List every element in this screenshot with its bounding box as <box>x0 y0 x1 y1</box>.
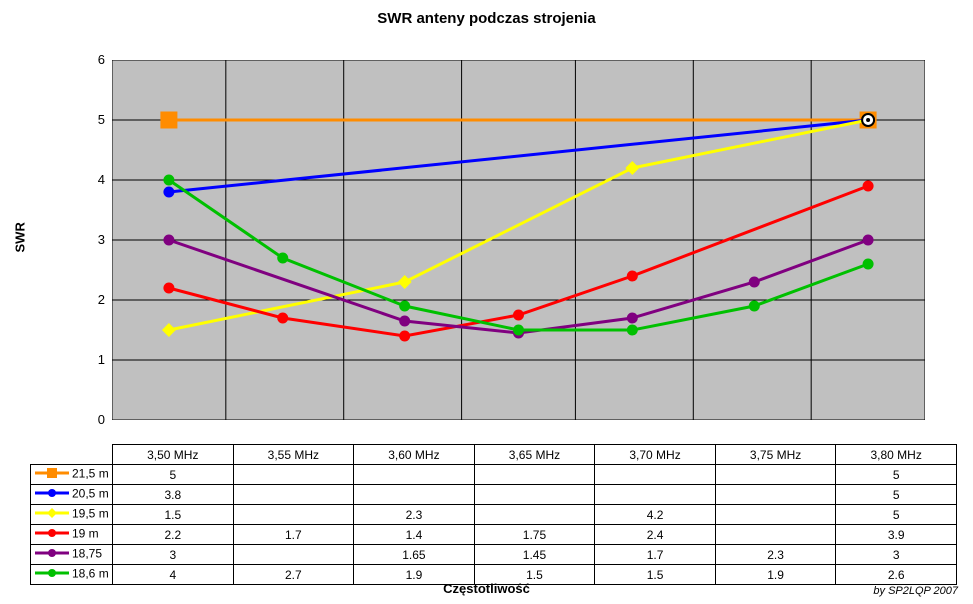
table-row: 18,7531.651.451.72.33 <box>31 545 957 565</box>
data-cell <box>474 485 595 505</box>
data-cell: 1.9 <box>354 565 475 585</box>
data-cell: 1.5 <box>474 565 595 585</box>
data-cell <box>233 465 354 485</box>
data-cell: 1.75 <box>474 525 595 545</box>
x-tick-label: 3,60 MHz <box>354 445 475 465</box>
swr-line-chart <box>112 60 925 420</box>
data-cell: 1.5 <box>595 565 716 585</box>
data-cell: 1.45 <box>474 545 595 565</box>
data-cell: 1.65 <box>354 545 475 565</box>
data-cell: 1.4 <box>354 525 475 545</box>
data-cell: 1.7 <box>233 525 354 545</box>
data-cell <box>715 525 836 545</box>
data-cell: 1.7 <box>595 545 716 565</box>
data-cell: 2.6 <box>836 565 957 585</box>
data-cell: 4 <box>113 565 234 585</box>
x-tick-label: 3,75 MHz <box>715 445 836 465</box>
legend-cell: 18,6 m <box>31 565 113 585</box>
series-name: 18,6 m <box>72 567 109 581</box>
data-cell: 2.2 <box>113 525 234 545</box>
series-name: 19,5 m <box>72 507 109 521</box>
data-cell: 5 <box>113 465 234 485</box>
data-cell: 1.5 <box>113 505 234 525</box>
data-cell <box>474 465 595 485</box>
data-cell <box>715 485 836 505</box>
legend-cell: 19,5 m <box>31 505 113 525</box>
data-cell <box>354 485 475 505</box>
y-tick-label: 0 <box>65 412 105 427</box>
data-cell: 2.7 <box>233 565 354 585</box>
table-row: 20,5 m 3.8 5 <box>31 485 957 505</box>
legend-cell: 20,5 m <box>31 485 113 505</box>
legend-cell: 21,5 m <box>31 465 113 485</box>
x-tick-label: 3,70 MHz <box>595 445 716 465</box>
data-cell: 4.2 <box>595 505 716 525</box>
data-cell <box>595 465 716 485</box>
data-cell <box>233 545 354 565</box>
credit-text: by SP2LQP 2007 <box>873 585 958 597</box>
series-name: 18,75 <box>72 547 102 561</box>
table-row: 21,5 m 5 5 <box>31 465 957 485</box>
y-tick-label: 2 <box>65 292 105 307</box>
series-name: 19 m <box>72 527 99 541</box>
y-tick-label: 1 <box>65 352 105 367</box>
data-cell: 3.8 <box>113 485 234 505</box>
data-cell: 5 <box>836 485 957 505</box>
x-axis-labels-row: 3,50 MHz3,55 MHz3,60 MHz3,65 MHz3,70 MHz… <box>31 445 957 465</box>
x-tick-label: 3,80 MHz <box>836 445 957 465</box>
legend-cell: 19 m <box>31 525 113 545</box>
data-cell: 5 <box>836 465 957 485</box>
data-cell: 3 <box>113 545 234 565</box>
data-cell <box>474 505 595 525</box>
data-cell: 3 <box>836 545 957 565</box>
x-tick-label: 3,50 MHz <box>113 445 234 465</box>
data-cell: 2.3 <box>354 505 475 525</box>
data-cell: 2.3 <box>715 545 836 565</box>
data-cell <box>715 505 836 525</box>
series-name: 20,5 m <box>72 487 109 501</box>
y-axis-label: SWR <box>13 222 28 252</box>
series-name: 21,5 m <box>72 467 109 481</box>
data-cell: 5 <box>836 505 957 525</box>
data-cell <box>233 485 354 505</box>
data-cell: 1.9 <box>715 565 836 585</box>
x-tick-label: 3,55 MHz <box>233 445 354 465</box>
data-cell: 3.9 <box>836 525 957 545</box>
table-row: 19,5 m 1.5 2.3 4.2 5 <box>31 505 957 525</box>
data-cell <box>354 465 475 485</box>
data-cell <box>233 505 354 525</box>
chart-title: SWR anteny podczas strojenia <box>0 10 973 27</box>
y-tick-label: 5 <box>65 112 105 127</box>
data-cell <box>715 465 836 485</box>
data-cell: 2.4 <box>595 525 716 545</box>
data-table: 3,50 MHz3,55 MHz3,60 MHz3,65 MHz3,70 MHz… <box>30 444 957 585</box>
y-tick-label: 3 <box>65 232 105 247</box>
y-tick-label: 4 <box>65 172 105 187</box>
y-tick-label: 6 <box>65 52 105 67</box>
legend-cell: 18,75 <box>31 545 113 565</box>
x-tick-label: 3,65 MHz <box>474 445 595 465</box>
table-row: 19 m 2.21.71.41.752.4 3.9 <box>31 525 957 545</box>
table-row: 18,6 m42.71.91.51.51.92.6 <box>31 565 957 585</box>
data-cell <box>595 485 716 505</box>
